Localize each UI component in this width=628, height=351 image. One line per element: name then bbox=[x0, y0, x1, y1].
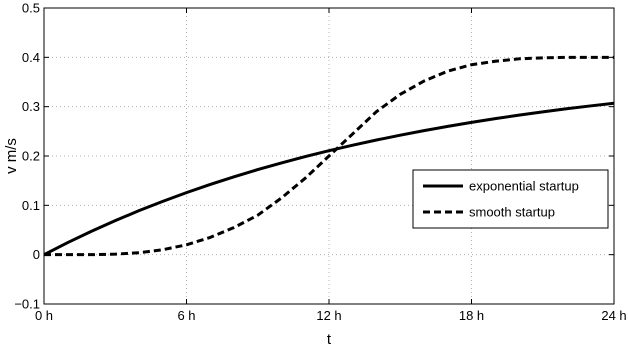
y-tick-label: 0.4 bbox=[22, 50, 40, 65]
x-tick-label: 18 h bbox=[459, 308, 484, 323]
legend-label: smooth startup bbox=[469, 205, 555, 220]
y-tick-label: 0.5 bbox=[22, 1, 40, 16]
y-tick-label: 0.2 bbox=[22, 149, 40, 164]
ticks-group: 0 h 6 h 12 h 18 h 24 h −0.1 0 0.1 0.2 0.3 0.4 0.5 bbox=[14, 1, 626, 324]
x-tick-label: 12 h bbox=[316, 308, 341, 323]
y-tick-label: 0.1 bbox=[22, 198, 40, 213]
legend-box bbox=[412, 169, 609, 229]
series-group bbox=[43, 55, 615, 257]
legend: exponential startup smooth startup bbox=[412, 169, 609, 229]
series-line-smooth-startup bbox=[44, 55, 614, 257]
legend-label: exponential startup bbox=[469, 179, 579, 194]
x-tick-label: 0 h bbox=[35, 308, 53, 323]
series-line-exponential-startup bbox=[43, 101, 615, 257]
x-tick-label: 24 h bbox=[601, 308, 626, 323]
x-axis-label: t bbox=[327, 331, 332, 348]
x-tick-label: 6 h bbox=[177, 308, 195, 323]
y-tick-label: −0.1 bbox=[14, 297, 40, 312]
y-tick-label: 0.3 bbox=[22, 99, 40, 114]
y-tick-label: 0 bbox=[33, 247, 40, 262]
y-axis-label: v m/s bbox=[3, 138, 20, 174]
